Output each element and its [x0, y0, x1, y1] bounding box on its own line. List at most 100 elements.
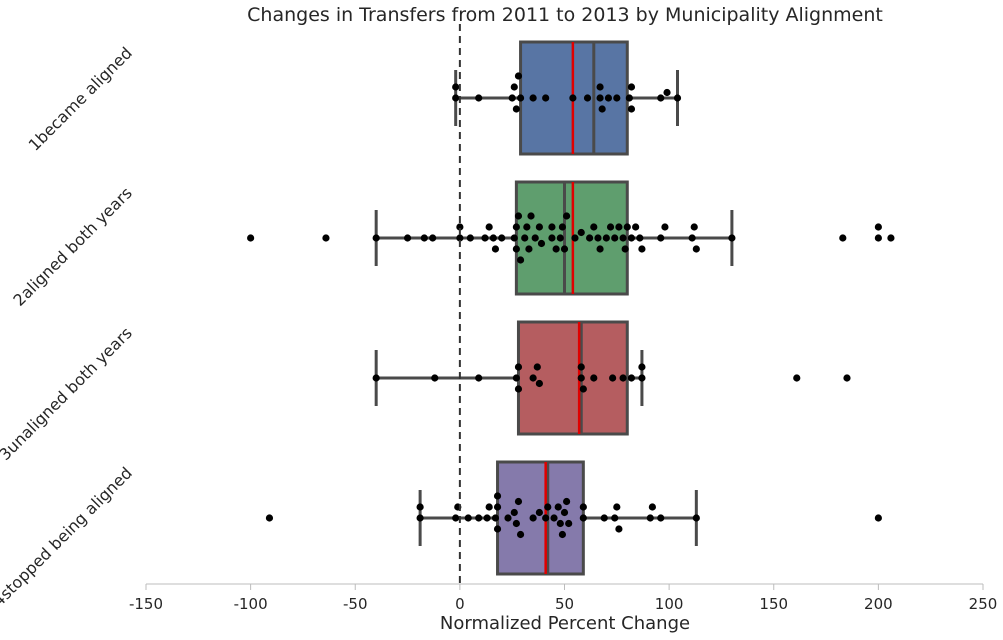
data-point: [247, 234, 254, 241]
data-point: [517, 94, 524, 101]
data-point: [563, 498, 570, 505]
data-point: [839, 234, 846, 241]
data-point: [266, 514, 273, 521]
data-point: [550, 514, 557, 521]
x-tick-label: -100: [234, 595, 268, 613]
data-point: [553, 245, 560, 252]
category-label: 1became aligned: [25, 43, 136, 154]
data-point: [615, 525, 622, 532]
data-point: [511, 509, 518, 516]
data-point: [596, 94, 603, 101]
x-tick-label: 200: [864, 595, 893, 613]
data-point: [619, 234, 626, 241]
data-point: [490, 234, 497, 241]
data-point: [561, 509, 568, 516]
data-point: [481, 234, 488, 241]
data-point: [590, 374, 597, 381]
data-point: [452, 94, 459, 101]
data-point: [875, 223, 882, 230]
data-point: [548, 234, 555, 241]
data-point: [611, 514, 618, 521]
data-point: [569, 94, 576, 101]
box-group-1: [452, 42, 681, 154]
x-tick-label: 100: [655, 595, 684, 613]
data-point: [536, 223, 543, 230]
data-point: [555, 503, 562, 510]
data-point: [657, 234, 664, 241]
x-tick-label: 0: [455, 595, 465, 613]
data-point: [513, 105, 520, 112]
box-group-4: [266, 462, 882, 574]
data-point: [693, 245, 700, 252]
data-point: [452, 83, 459, 90]
y-axis-category-labels: 1became aligned2aligned both years3unali…: [0, 43, 136, 610]
data-point: [534, 363, 541, 370]
data-point: [559, 223, 566, 230]
data-point: [504, 514, 511, 521]
data-point: [611, 234, 618, 241]
data-point: [619, 374, 626, 381]
data-point: [638, 363, 645, 370]
data-point: [626, 94, 633, 101]
data-point: [580, 385, 587, 392]
data-point: [475, 514, 482, 521]
data-point: [417, 514, 424, 521]
data-point: [793, 374, 800, 381]
data-point: [628, 374, 635, 381]
category-label: 3unaligned both years: [0, 323, 136, 464]
x-axis-label: Normalized Percent Change: [440, 613, 690, 634]
data-point: [636, 234, 643, 241]
data-point: [515, 72, 522, 79]
data-point: [523, 223, 530, 230]
data-point: [492, 514, 499, 521]
data-point: [584, 94, 591, 101]
data-point: [538, 240, 545, 247]
data-point: [615, 223, 622, 230]
data-point: [417, 503, 424, 510]
data-point: [657, 94, 664, 101]
data-point: [647, 514, 654, 521]
data-point: [674, 94, 681, 101]
data-point: [596, 83, 603, 90]
data-point: [601, 514, 608, 521]
data-point: [548, 223, 555, 230]
data-point: [586, 234, 593, 241]
box-group-3: [373, 322, 851, 434]
data-point: [638, 245, 645, 252]
data-point: [580, 503, 587, 510]
data-point: [483, 514, 490, 521]
x-tick-label: 150: [759, 595, 788, 613]
data-point: [513, 374, 520, 381]
data-point: [561, 245, 568, 252]
data-point: [492, 245, 499, 252]
data-point: [475, 94, 482, 101]
chart-title: Changes in Transfers from 2011 to 2013 b…: [247, 4, 883, 26]
data-point: [373, 374, 380, 381]
data-point: [613, 94, 620, 101]
x-tick-label: -50: [343, 595, 368, 613]
data-point: [557, 234, 564, 241]
data-point: [542, 94, 549, 101]
data-point: [632, 223, 639, 230]
data-point: [649, 503, 656, 510]
data-point: [536, 509, 543, 516]
data-point: [494, 492, 501, 499]
data-point: [580, 514, 587, 521]
data-point: [532, 234, 539, 241]
data-point: [517, 531, 524, 538]
data-point: [530, 374, 537, 381]
data-point: [628, 105, 635, 112]
data-point: [607, 223, 614, 230]
data-point: [638, 374, 645, 381]
data-point: [498, 234, 505, 241]
data-point: [530, 94, 537, 101]
data-point: [559, 531, 566, 538]
data-point: [467, 234, 474, 241]
data-point: [429, 234, 436, 241]
data-point: [605, 94, 612, 101]
data-point: [536, 380, 543, 387]
x-tick-label: 250: [969, 595, 998, 613]
data-point: [594, 234, 601, 241]
data-point: [578, 363, 585, 370]
